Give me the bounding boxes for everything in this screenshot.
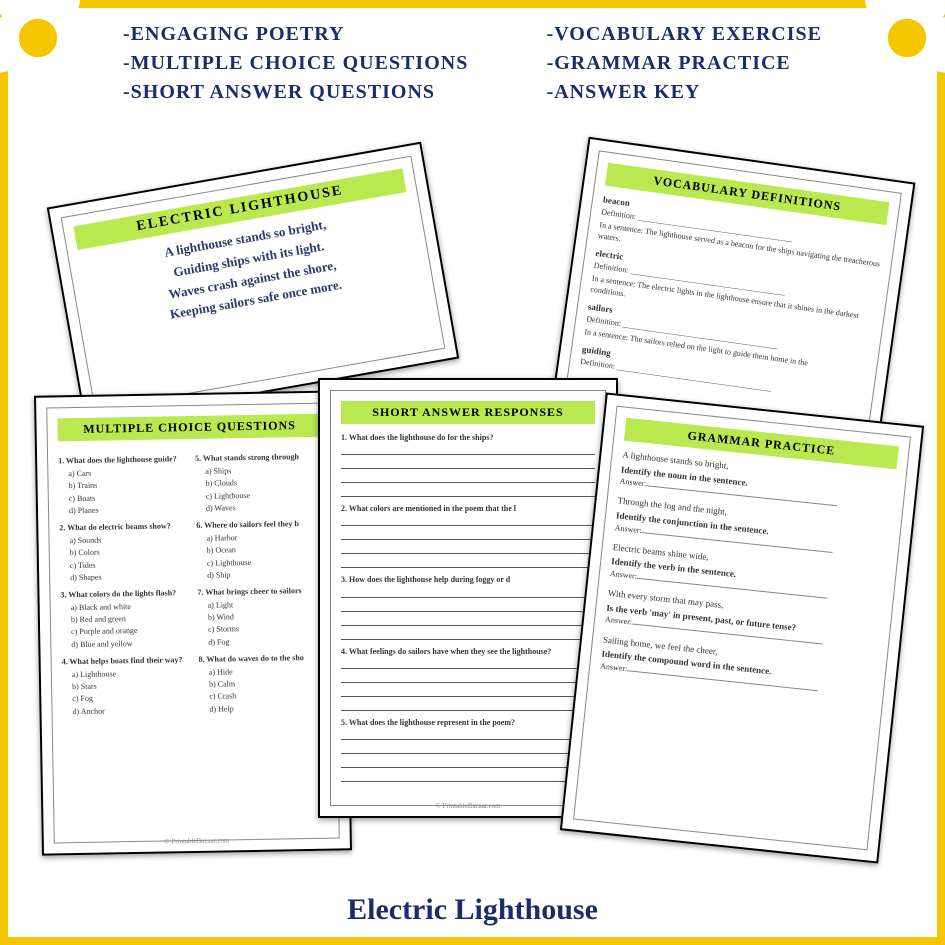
mc-option: c) Lighthouse [207,555,324,568]
mc-option: d) Ship [207,567,324,580]
answer-line [341,602,595,612]
answer-line [341,487,595,497]
mc-option: b) Clouds [205,476,322,489]
mc-option: a) Lighthouse [72,667,189,680]
answer-line [341,730,595,740]
mc-option: b) Trains [68,478,185,491]
mc-option: c) Crash [209,689,326,702]
answer-line [341,588,595,598]
answer-line [341,558,595,568]
mc-option: d) Anchor [72,704,189,717]
short-header: SHORT ANSWER RESPONSES [341,401,595,424]
mc-question: 7. What brings cheer to sailors [197,585,324,598]
mc-question: 4. What helps boats find their way? [62,654,189,667]
mc-option: d) Waves [206,500,323,513]
worksheet-mc: MULTIPLE CHOICE QUESTIONS 1. What does t… [34,390,352,855]
daisy-decoration-left [0,0,98,98]
daisy-decoration-right [847,0,945,98]
mc-option: d) Planes [69,503,186,516]
answer-line [341,630,595,640]
feature-item: -ENGAGING POETRY [123,23,468,46]
mc-option: a) Ships [205,464,322,477]
mc-option: c) Storms [208,622,325,635]
mc-option: d) Help [209,701,326,714]
mc-option: b) Calm [209,677,326,690]
mc-question: 1. What does the lighthouse guide? [58,453,185,466]
answer-line [341,744,595,754]
answer-line [341,459,595,469]
mc-question: 5. What stands strong through [195,451,322,464]
feature-list: -ENGAGING POETRY -MULTIPLE CHOICE QUESTI… [123,23,822,104]
page-footer: © PrintableBazaar.com [44,834,350,847]
mc-question: 2. What do electric beams show? [59,520,186,533]
feature-col-left: -ENGAGING POETRY -MULTIPLE CHOICE QUESTI… [123,23,468,104]
feature-item: -SHORT ANSWER QUESTIONS [123,81,468,104]
mc-option: c) Tides [70,558,187,571]
mc-option: b) Wind [208,610,325,623]
answer-line [341,445,595,455]
short-content: 1. What does the lighthouse do for the s… [341,432,595,782]
mc-option: a) Sounds [69,533,186,546]
answer-line [341,687,595,697]
answer-line [341,530,595,540]
mc-option: b) Colors [70,545,187,558]
mc-option: c) Boats [69,491,186,504]
mc-option: a) Black and white [71,600,188,613]
answer-line [341,616,595,626]
mc-option: d) Blue and yellow [71,637,188,650]
mc-question: 8. What do waves do to the sho [199,652,326,665]
worksheet-grammar: GRAMMAR PRACTICE A lighthouse stands so … [560,392,924,863]
short-question: 3. How does the lighthouse help during f… [341,574,595,585]
answer-line [341,516,595,526]
mc-option: b) Stars [72,679,189,692]
mc-option: a) Harbor [206,531,323,544]
mc-header: MULTIPLE CHOICE QUESTIONS [57,414,321,442]
answer-line [341,772,595,782]
short-question: 5. What does the lighthouse represent in… [341,717,595,728]
mc-option: a) Hide [209,665,326,678]
answer-line [341,701,595,711]
answer-line [341,659,595,669]
feature-item: -MULTIPLE CHOICE QUESTIONS [123,52,468,75]
feature-item: -VOCABULARY EXERCISE [547,23,822,46]
answer-line [341,473,595,483]
answer-line [341,673,595,683]
mc-option: a) Light [208,598,325,611]
feature-item: -GRAMMAR PRACTICE [547,52,822,75]
feature-col-right: -VOCABULARY EXERCISE -GRAMMAR PRACTICE -… [547,23,822,104]
mc-option: d) Fog [208,634,325,647]
grammar-content: A lighthouse stands so bright,Identify t… [600,449,896,700]
mc-option: c) Lighthouse [206,488,323,501]
answer-line [341,544,595,554]
short-question: 1. What does the lighthouse do for the s… [341,432,595,443]
mc-option: b) Red and green [71,612,188,625]
vocab-content: beaconDefinition: ______________________… [580,193,886,406]
mc-option: a) Cars [68,466,185,479]
mc-option: c) Purple and orange [71,625,188,638]
mc-option: d) Shapes [70,570,187,583]
product-title: Electric Lighthouse [8,893,937,927]
feature-item: -ANSWER KEY [547,81,822,104]
mc-col-left: 1. What does the lighthouse guide?a) Car… [58,447,190,718]
answer-line [341,758,595,768]
short-question: 2. What colors are mentioned in the poem… [341,503,595,514]
mc-question: 6. Where do sailors feel they b [196,518,323,531]
mc-option: b) Ocean [207,543,324,556]
mc-question: 3. What colors do the lights flash? [60,587,187,600]
mc-col-right: 5. What stands strong througha) Shipsb) … [195,445,327,716]
short-question: 4. What feelings do sailors have when th… [341,646,595,657]
mc-option: c) Fog [72,691,189,704]
